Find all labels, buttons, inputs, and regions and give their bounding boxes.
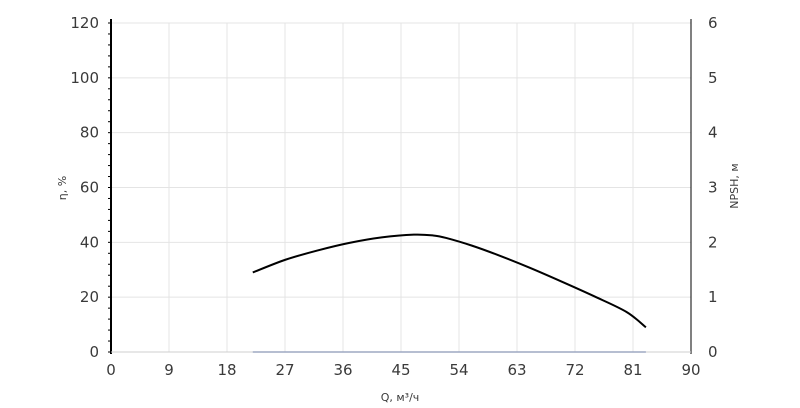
y-tick-label: 60: [80, 179, 99, 197]
axes: [108, 19, 692, 354]
x-tick-label: 36: [333, 361, 352, 379]
x-tick-label: 81: [623, 361, 642, 379]
y2-tick-label: 0: [708, 343, 718, 361]
x-tick-label: 54: [449, 361, 468, 379]
y-tick-label: 120: [70, 14, 99, 32]
x-tick-label: 72: [565, 361, 584, 379]
y-tick-label: 100: [70, 69, 99, 87]
y2-tick-label: 2: [708, 233, 718, 251]
x-tick-label: 18: [217, 361, 236, 379]
x-tick-label: 9: [164, 361, 174, 379]
y2-tick-label: 1: [708, 288, 718, 306]
y-tick-label: 80: [80, 124, 99, 142]
y-tick-label: 40: [80, 233, 99, 251]
x-tick-label: 63: [507, 361, 526, 379]
x-axis-title: Q, м³/ч: [381, 391, 420, 404]
y-axis-title: η, %: [56, 176, 69, 200]
y2-tick-label: 3: [708, 179, 718, 197]
grid-lines: [110, 22, 692, 353]
y2-tick-label: 5: [708, 69, 718, 87]
x-tick-label: 45: [391, 361, 410, 379]
y-tick-label: 20: [80, 288, 99, 306]
series-layer: [252, 233, 647, 353]
y2-axis-title: NPSH, м: [728, 163, 741, 208]
y2-tick-label: 4: [708, 124, 718, 142]
y-tick-label: 0: [89, 343, 99, 361]
series-line: [252, 233, 647, 329]
x-tick-label: 0: [106, 361, 116, 379]
x-tick-label: 90: [681, 361, 700, 379]
y2-tick-label: 6: [708, 14, 718, 32]
x-tick-label: 27: [275, 361, 294, 379]
